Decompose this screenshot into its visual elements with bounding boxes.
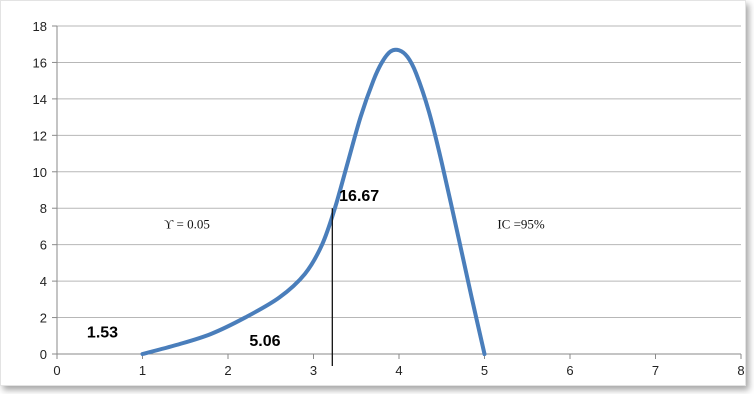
x-tick-label: 8: [737, 363, 744, 378]
y-tick-label: 18: [33, 19, 47, 34]
x-tick-label: 1: [139, 363, 146, 378]
series-line: [140, 47, 487, 356]
annotation-label: ϒ = 0.05: [164, 216, 210, 231]
x-tick-label: 4: [395, 363, 402, 378]
x-tick-label: 5: [481, 363, 488, 378]
y-tick-label: 12: [33, 128, 47, 143]
x-tick-label: 0: [53, 363, 60, 378]
annotation-label: 1.53: [87, 325, 118, 342]
x-tick-label: 3: [310, 363, 317, 378]
chart-frame: [0, 0, 746, 386]
y-tick-label: 4: [40, 274, 47, 289]
y-tick-label: 14: [33, 92, 47, 107]
series-group: [140, 47, 487, 356]
y-axis-ticks: 0 2 4 6 8 10 12 14 16 18: [33, 19, 57, 362]
x-tick-label: 2: [224, 363, 231, 378]
y-tick-label: 16: [33, 55, 47, 70]
y-tick-label: 10: [33, 165, 47, 180]
annotations: 1.53 5.06 16.67 ϒ = 0.05 IC =95%: [87, 188, 545, 350]
annotation-label: IC =95%: [497, 216, 545, 231]
gridlines: [57, 25, 741, 319]
x-tick-label: 7: [652, 363, 659, 378]
y-tick-label: 0: [40, 347, 47, 362]
y-tick-label: 2: [40, 311, 47, 326]
y-tick-label: 8: [40, 201, 47, 216]
x-tick-label: 6: [566, 363, 573, 378]
annotation-label: 16.67: [339, 188, 379, 205]
y-tick-label: 6: [40, 238, 47, 253]
x-axis-ticks: 0 1 2 3 4 5 6 7 8: [53, 354, 745, 378]
axes: [56, 26, 741, 355]
annotation-label: 5.06: [249, 333, 280, 350]
